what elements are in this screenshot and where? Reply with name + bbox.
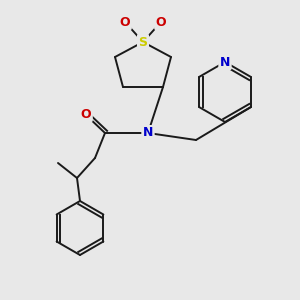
Text: O: O [120, 16, 130, 28]
Text: N: N [220, 56, 230, 68]
Text: S: S [139, 35, 148, 49]
Text: N: N [143, 127, 153, 140]
Text: O: O [81, 107, 91, 121]
Text: O: O [156, 16, 166, 28]
